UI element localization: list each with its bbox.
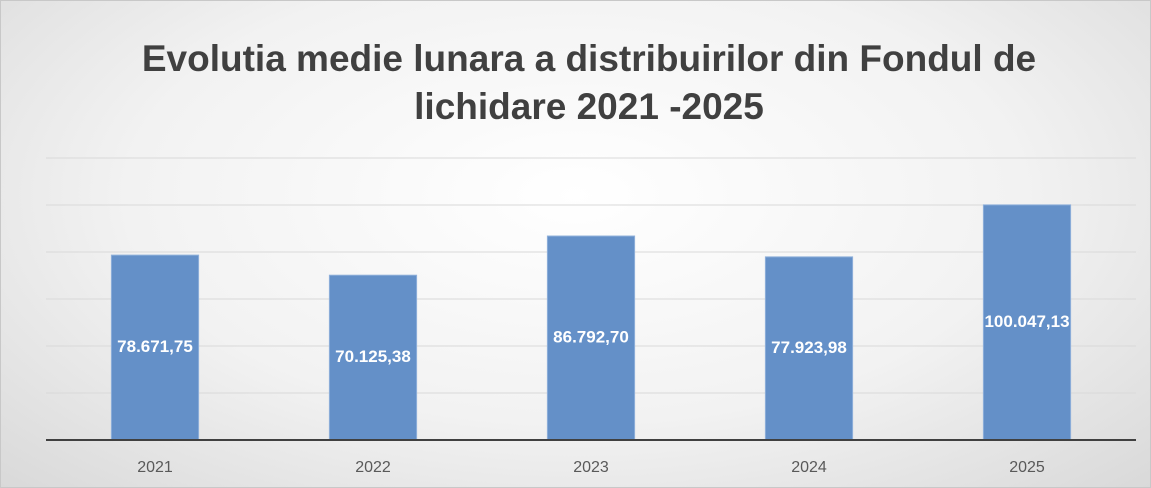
- bar: [328, 274, 418, 441]
- x-tick-label: 2025: [1009, 459, 1045, 476]
- x-tick-label: 2024: [791, 459, 827, 476]
- bar: [110, 254, 200, 441]
- data-label: 100.047,13: [984, 312, 1069, 331]
- x-tick-label: 2022: [355, 459, 391, 476]
- data-label: 77.923,98: [771, 338, 847, 357]
- bar: [982, 204, 1072, 441]
- data-label: 86.792,70: [553, 328, 629, 347]
- data-label: 78.671,75: [117, 337, 193, 356]
- x-tick-label: 2023: [573, 459, 609, 476]
- bar: [546, 235, 636, 441]
- chart-title: Evolutia medie lunara a distribuirilor d…: [141, 38, 1037, 127]
- data-label: 70.125,38: [335, 347, 411, 366]
- x-tick-label: 2021: [137, 459, 173, 476]
